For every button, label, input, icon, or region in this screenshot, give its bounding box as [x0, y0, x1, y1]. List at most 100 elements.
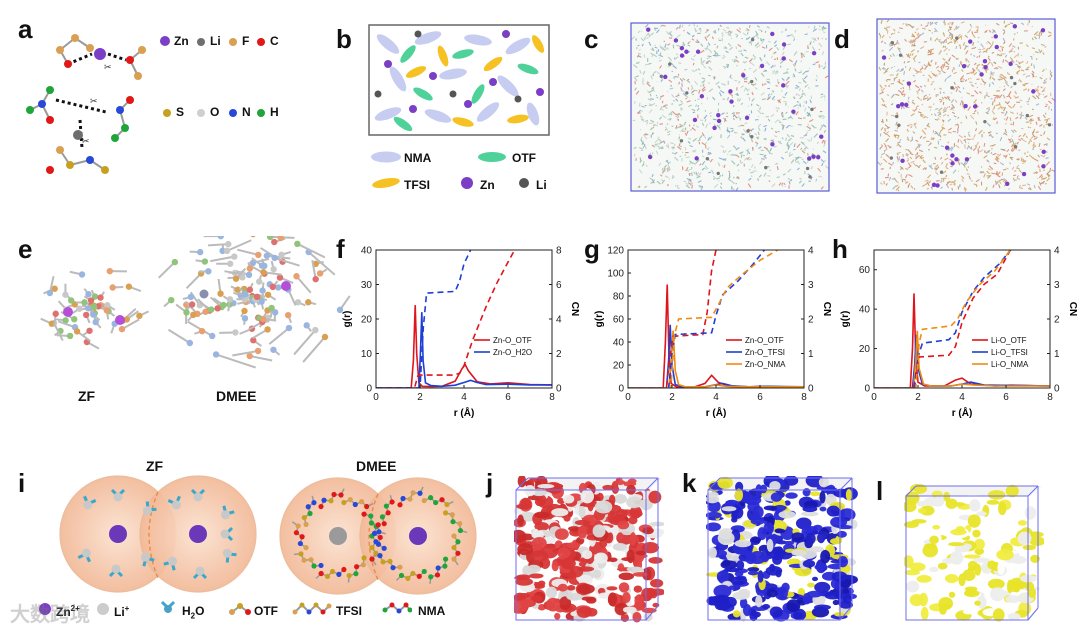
- y-tick-label-f: 0: [366, 384, 372, 395]
- legend-label-g: Zn-O_NMA: [745, 360, 786, 369]
- x-tick-label-h: 6: [1003, 392, 1009, 403]
- legend-b-li-label: Li: [536, 178, 547, 192]
- series-line-f-0: [376, 305, 552, 388]
- panel-l-density-cube: [904, 484, 1044, 622]
- li-plus-legend-icon: [97, 603, 109, 615]
- legend-i-nma: NMA: [418, 604, 446, 618]
- legend-label-g: Zn-O_OTF: [745, 336, 784, 345]
- label-dmee-cluster: DMEE: [216, 388, 257, 404]
- y2-tick-label-f: 2: [556, 349, 562, 360]
- legend-i-h2o: H2O: [182, 604, 205, 621]
- legend-i-tfsi: TFSI: [336, 604, 362, 618]
- label-dmee-solvation: DMEE: [356, 458, 397, 474]
- n-legend-icon: [229, 109, 237, 117]
- zn-ion-legend-icon: [461, 177, 473, 189]
- x-tick-label-g: 2: [669, 392, 675, 403]
- svg-text:✂: ✂: [82, 136, 90, 146]
- legend-s-label: S: [176, 105, 185, 119]
- x-tick-label-h: 2: [915, 392, 921, 403]
- y2-tick-label-g: 2: [808, 315, 814, 326]
- y2-tick-label-g: 0: [808, 384, 814, 395]
- panel-label-e: e: [18, 234, 33, 264]
- panel-label-k: k: [682, 468, 697, 498]
- x-axis-label-h: r (Å): [952, 406, 973, 419]
- y2-tick-label-h: 0: [1054, 384, 1060, 395]
- x-tick-label-h: 8: [1047, 392, 1053, 403]
- y2-tick-label-h: 3: [1054, 280, 1060, 291]
- y2-tick-label-f: 4: [556, 315, 562, 326]
- tfsi-molecule-legend-icon: [292, 602, 332, 615]
- y-tick-label-f: 40: [361, 246, 373, 257]
- panel-label-f: f: [336, 234, 345, 264]
- series-line-h-2: [874, 330, 1050, 388]
- otf-molecule-legend-icon: [229, 603, 251, 615]
- series-line-h-4: [874, 250, 1012, 388]
- y2-tick-label-g: 3: [808, 280, 814, 291]
- panel-d-simulation-box: [876, 18, 1056, 194]
- legend-label-f: Zn-O_H2O: [493, 348, 532, 357]
- scissor-icons: ✂ ✂ ✂: [82, 62, 112, 146]
- legend-label-g: Zn-O_TFSI: [745, 348, 785, 357]
- y-tick-label-h: 40: [859, 305, 871, 316]
- series-line-f-2: [376, 250, 516, 388]
- y-axis-label-g: g(r): [594, 311, 605, 328]
- series-line-g-5: [628, 250, 779, 388]
- watermark: 大数跨境: [10, 602, 90, 626]
- f-legend-icon: [229, 38, 237, 46]
- zn2-legend-icon: [39, 603, 51, 615]
- s-legend-icon: [163, 109, 171, 117]
- legend-i-otf: OTF: [254, 604, 278, 618]
- panel-b-schematic: [368, 24, 550, 136]
- legend-tfsi-label: TFSI: [404, 178, 430, 192]
- panel-label-b: b: [336, 24, 352, 54]
- y-tick-label-g: 80: [613, 292, 625, 303]
- o-legend-icon: [197, 109, 205, 117]
- x-axis-label-f: r (Å): [454, 406, 475, 419]
- legend-zn-label: Zn: [174, 34, 189, 48]
- legend-f-label: F: [242, 34, 250, 48]
- series-line-g-3: [628, 250, 717, 388]
- y2-tick-label-g: 4: [808, 246, 814, 257]
- legend-nma-label: NMA: [404, 151, 432, 165]
- legend-otf-label: OTF: [512, 151, 536, 165]
- y-tick-label-g: 20: [613, 361, 625, 372]
- y-tick-label-f: 20: [361, 315, 373, 326]
- y2-tick-label-g: 1: [808, 349, 814, 360]
- series-line-f-3: [376, 250, 472, 388]
- y-axis-label-h: g(r): [840, 311, 851, 328]
- x-tick-label-g: 0: [625, 392, 631, 403]
- legend-b-zn-label: Zn: [480, 178, 495, 192]
- x-tick-label-f: 6: [505, 392, 511, 403]
- x-tick-label-f: 8: [549, 392, 555, 403]
- c-legend-icon: [257, 38, 265, 46]
- legend-label-f: Zn-O_OTF: [493, 336, 532, 345]
- y-tick-label-g: 40: [613, 338, 625, 349]
- y-tick-label-f: 30: [361, 280, 373, 291]
- panel-label-c: c: [584, 24, 599, 54]
- series-line-g-4: [628, 250, 766, 388]
- panel-a-molecules: ✂ ✂ ✂: [26, 34, 146, 174]
- y2-tick-label-h: 2: [1054, 315, 1060, 326]
- y2-tick-label-f: 8: [556, 246, 562, 257]
- series-line-h-3: [874, 250, 1012, 388]
- tfsi-legend-icon: [372, 177, 400, 189]
- svg-text:✂: ✂: [90, 96, 98, 106]
- legend-o-label: O: [210, 105, 220, 119]
- series-line-g-2: [628, 330, 804, 388]
- y-tick-label-h: 60: [859, 265, 871, 276]
- y-tick-label-h: 0: [864, 384, 870, 395]
- legend-h-label: H: [270, 105, 279, 119]
- legend-li-label: Li: [210, 34, 221, 48]
- panel-j-density-cube: [514, 476, 664, 623]
- li-legend-icon: [197, 38, 205, 46]
- h-legend-icon: [257, 109, 265, 117]
- panel-label-a: a: [18, 14, 33, 44]
- x-axis-label-g: r (Å): [706, 406, 727, 419]
- otf-legend-icon: [478, 152, 506, 162]
- y-axis-label-f: g(r): [342, 311, 353, 328]
- legend-c-label: C: [270, 34, 279, 48]
- panel-label-h: h: [832, 234, 848, 264]
